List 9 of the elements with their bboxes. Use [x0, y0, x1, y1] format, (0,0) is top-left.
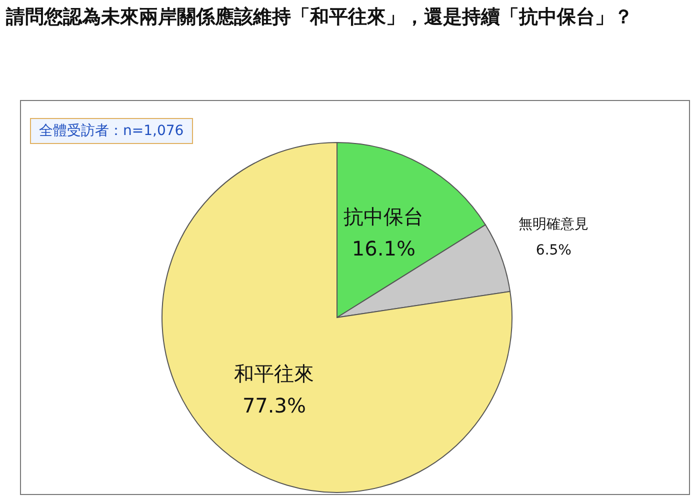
slice-label: 和平往來 [234, 361, 314, 386]
text: 全體受訪者：n=1,076 [30, 118, 193, 144]
data-label: 77.3% [242, 393, 306, 418]
slice-label: 無明確意見 [518, 216, 589, 232]
pie-slice [162, 142, 512, 493]
slice-label: 抗中保台 [344, 204, 424, 228]
data-label: 6.5% [536, 242, 572, 258]
chart-title: 請問您認為未來兩岸關係應該維持「和平往來」，還是持續「抗中保台」？ [6, 5, 634, 30]
data-label: 16.1% [352, 236, 416, 260]
